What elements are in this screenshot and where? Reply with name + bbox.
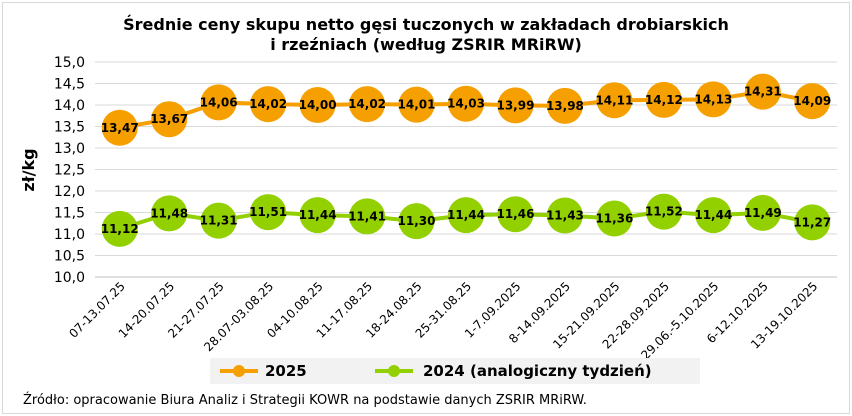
data-label: 14,13 bbox=[694, 92, 732, 106]
data-point bbox=[200, 202, 237, 239]
data-point bbox=[645, 193, 682, 230]
data-point bbox=[349, 198, 386, 235]
data-label: 13,67 bbox=[150, 112, 188, 126]
y-tick-label: 13,5 bbox=[54, 120, 85, 136]
data-point bbox=[744, 73, 781, 110]
y-tick-label: 11,5 bbox=[54, 206, 85, 222]
line-chart: zł/kg 10,0 10,5 11,0 11,5 12,0 12,5 13,0 13,5 14… bbox=[19, 55, 837, 384]
series-1: 11,12 11,48 11,31 11,51 11,44 11,41 11,30 11,44… bbox=[101, 193, 831, 247]
data-point bbox=[299, 87, 336, 123]
data-label: 14,06 bbox=[200, 95, 238, 109]
data-label: 13,47 bbox=[101, 121, 139, 135]
chart-title-line-2: i rzeźniach (według ZSRIR MRiRW) bbox=[270, 35, 582, 54]
data-point bbox=[448, 85, 484, 122]
data-label: 11,48 bbox=[150, 206, 188, 220]
data-label: 13,98 bbox=[546, 99, 584, 113]
data-point bbox=[398, 203, 435, 240]
data-point bbox=[546, 197, 583, 234]
y-tick-label: 11,0 bbox=[54, 227, 85, 243]
data-label: 11,12 bbox=[101, 222, 139, 236]
data-point bbox=[299, 197, 336, 234]
data-label: 11,44 bbox=[299, 208, 337, 222]
data-point bbox=[101, 109, 138, 146]
source-note: Źródło: opracowanie Biura Analiz i Strat… bbox=[23, 393, 587, 408]
data-label: 11,41 bbox=[348, 209, 386, 223]
series-layer: 13,47 13,67 14,06 14,02 14,00 14,02 14,01 14,03… bbox=[101, 73, 831, 247]
data-label: 11,44 bbox=[447, 208, 485, 222]
data-point bbox=[497, 87, 534, 124]
y-axis-ticks: 10,0 10,5 11,0 11,5 12,0 12,5 13,0 13,5 14,0 14,5… bbox=[54, 55, 85, 286]
data-label: 11,51 bbox=[249, 205, 287, 219]
legend-marker bbox=[233, 365, 245, 377]
data-label: 11,30 bbox=[398, 214, 436, 228]
y-tick-label: 13,0 bbox=[54, 141, 85, 157]
data-point bbox=[250, 86, 287, 123]
data-point bbox=[695, 81, 732, 118]
data-point bbox=[546, 87, 583, 124]
data-label: 11,44 bbox=[694, 208, 732, 222]
data-label: 14,03 bbox=[447, 97, 485, 111]
data-point bbox=[448, 197, 484, 234]
data-point bbox=[794, 204, 831, 241]
y-tick-label: 14,0 bbox=[54, 98, 85, 114]
data-label: 14,02 bbox=[249, 97, 287, 111]
series-0: 13,47 13,67 14,06 14,02 14,00 14,02 14,01 14,03… bbox=[101, 73, 831, 146]
legend-label: 2024 (analogiczny tydzień) bbox=[423, 362, 652, 380]
data-point bbox=[695, 197, 732, 234]
data-label: 14,01 bbox=[398, 98, 436, 112]
data-point bbox=[250, 194, 287, 231]
data-point bbox=[151, 101, 188, 138]
data-label: 11,49 bbox=[744, 206, 782, 220]
y-axis-label: zł/kg bbox=[19, 148, 38, 191]
chart-title: Średnie ceny skupu netto gęsi tuczonych … bbox=[3, 15, 849, 55]
legend: 2025 2024 (analogiczny tydzień) bbox=[210, 358, 700, 384]
data-label: 14,02 bbox=[348, 97, 386, 111]
data-label: 11,27 bbox=[793, 215, 831, 229]
data-point bbox=[497, 196, 534, 233]
data-label: 13,99 bbox=[496, 98, 534, 112]
data-point bbox=[596, 82, 633, 119]
data-point bbox=[151, 195, 188, 232]
legend-background bbox=[210, 358, 700, 384]
x-axis-ticks: 07-13.07.2514-20.07.2521-27.07.2528.07-0… bbox=[66, 279, 820, 362]
legend-label: 2025 bbox=[265, 362, 307, 380]
data-label: 11,36 bbox=[595, 212, 633, 226]
data-point bbox=[596, 200, 633, 237]
chart-title-line-1: Średnie ceny skupu netto gęsi tuczonych … bbox=[123, 15, 729, 34]
data-point bbox=[645, 81, 682, 118]
data-label: 11,31 bbox=[200, 214, 238, 228]
data-point bbox=[101, 210, 138, 247]
y-tick-label: 14,5 bbox=[54, 77, 85, 93]
y-tick-label: 10,0 bbox=[54, 270, 85, 286]
data-label: 11,43 bbox=[546, 209, 584, 223]
data-point bbox=[744, 194, 781, 231]
data-label: 14,09 bbox=[793, 94, 831, 108]
data-label: 14,12 bbox=[645, 93, 683, 107]
y-tick-label: 10,5 bbox=[54, 249, 85, 265]
data-point bbox=[794, 83, 831, 120]
y-tick-label: 15,0 bbox=[54, 55, 85, 71]
data-point bbox=[398, 86, 435, 123]
data-label: 11,46 bbox=[496, 207, 534, 221]
data-label: 14,11 bbox=[595, 93, 633, 107]
data-label: 14,31 bbox=[744, 85, 782, 99]
y-tick-label: 12,5 bbox=[54, 163, 85, 179]
data-label: 11,52 bbox=[645, 205, 683, 219]
y-tick-label: 12,0 bbox=[54, 184, 85, 200]
data-point bbox=[349, 86, 386, 123]
data-point bbox=[200, 84, 237, 121]
data-label: 14,00 bbox=[299, 98, 337, 112]
legend-marker bbox=[388, 365, 400, 377]
